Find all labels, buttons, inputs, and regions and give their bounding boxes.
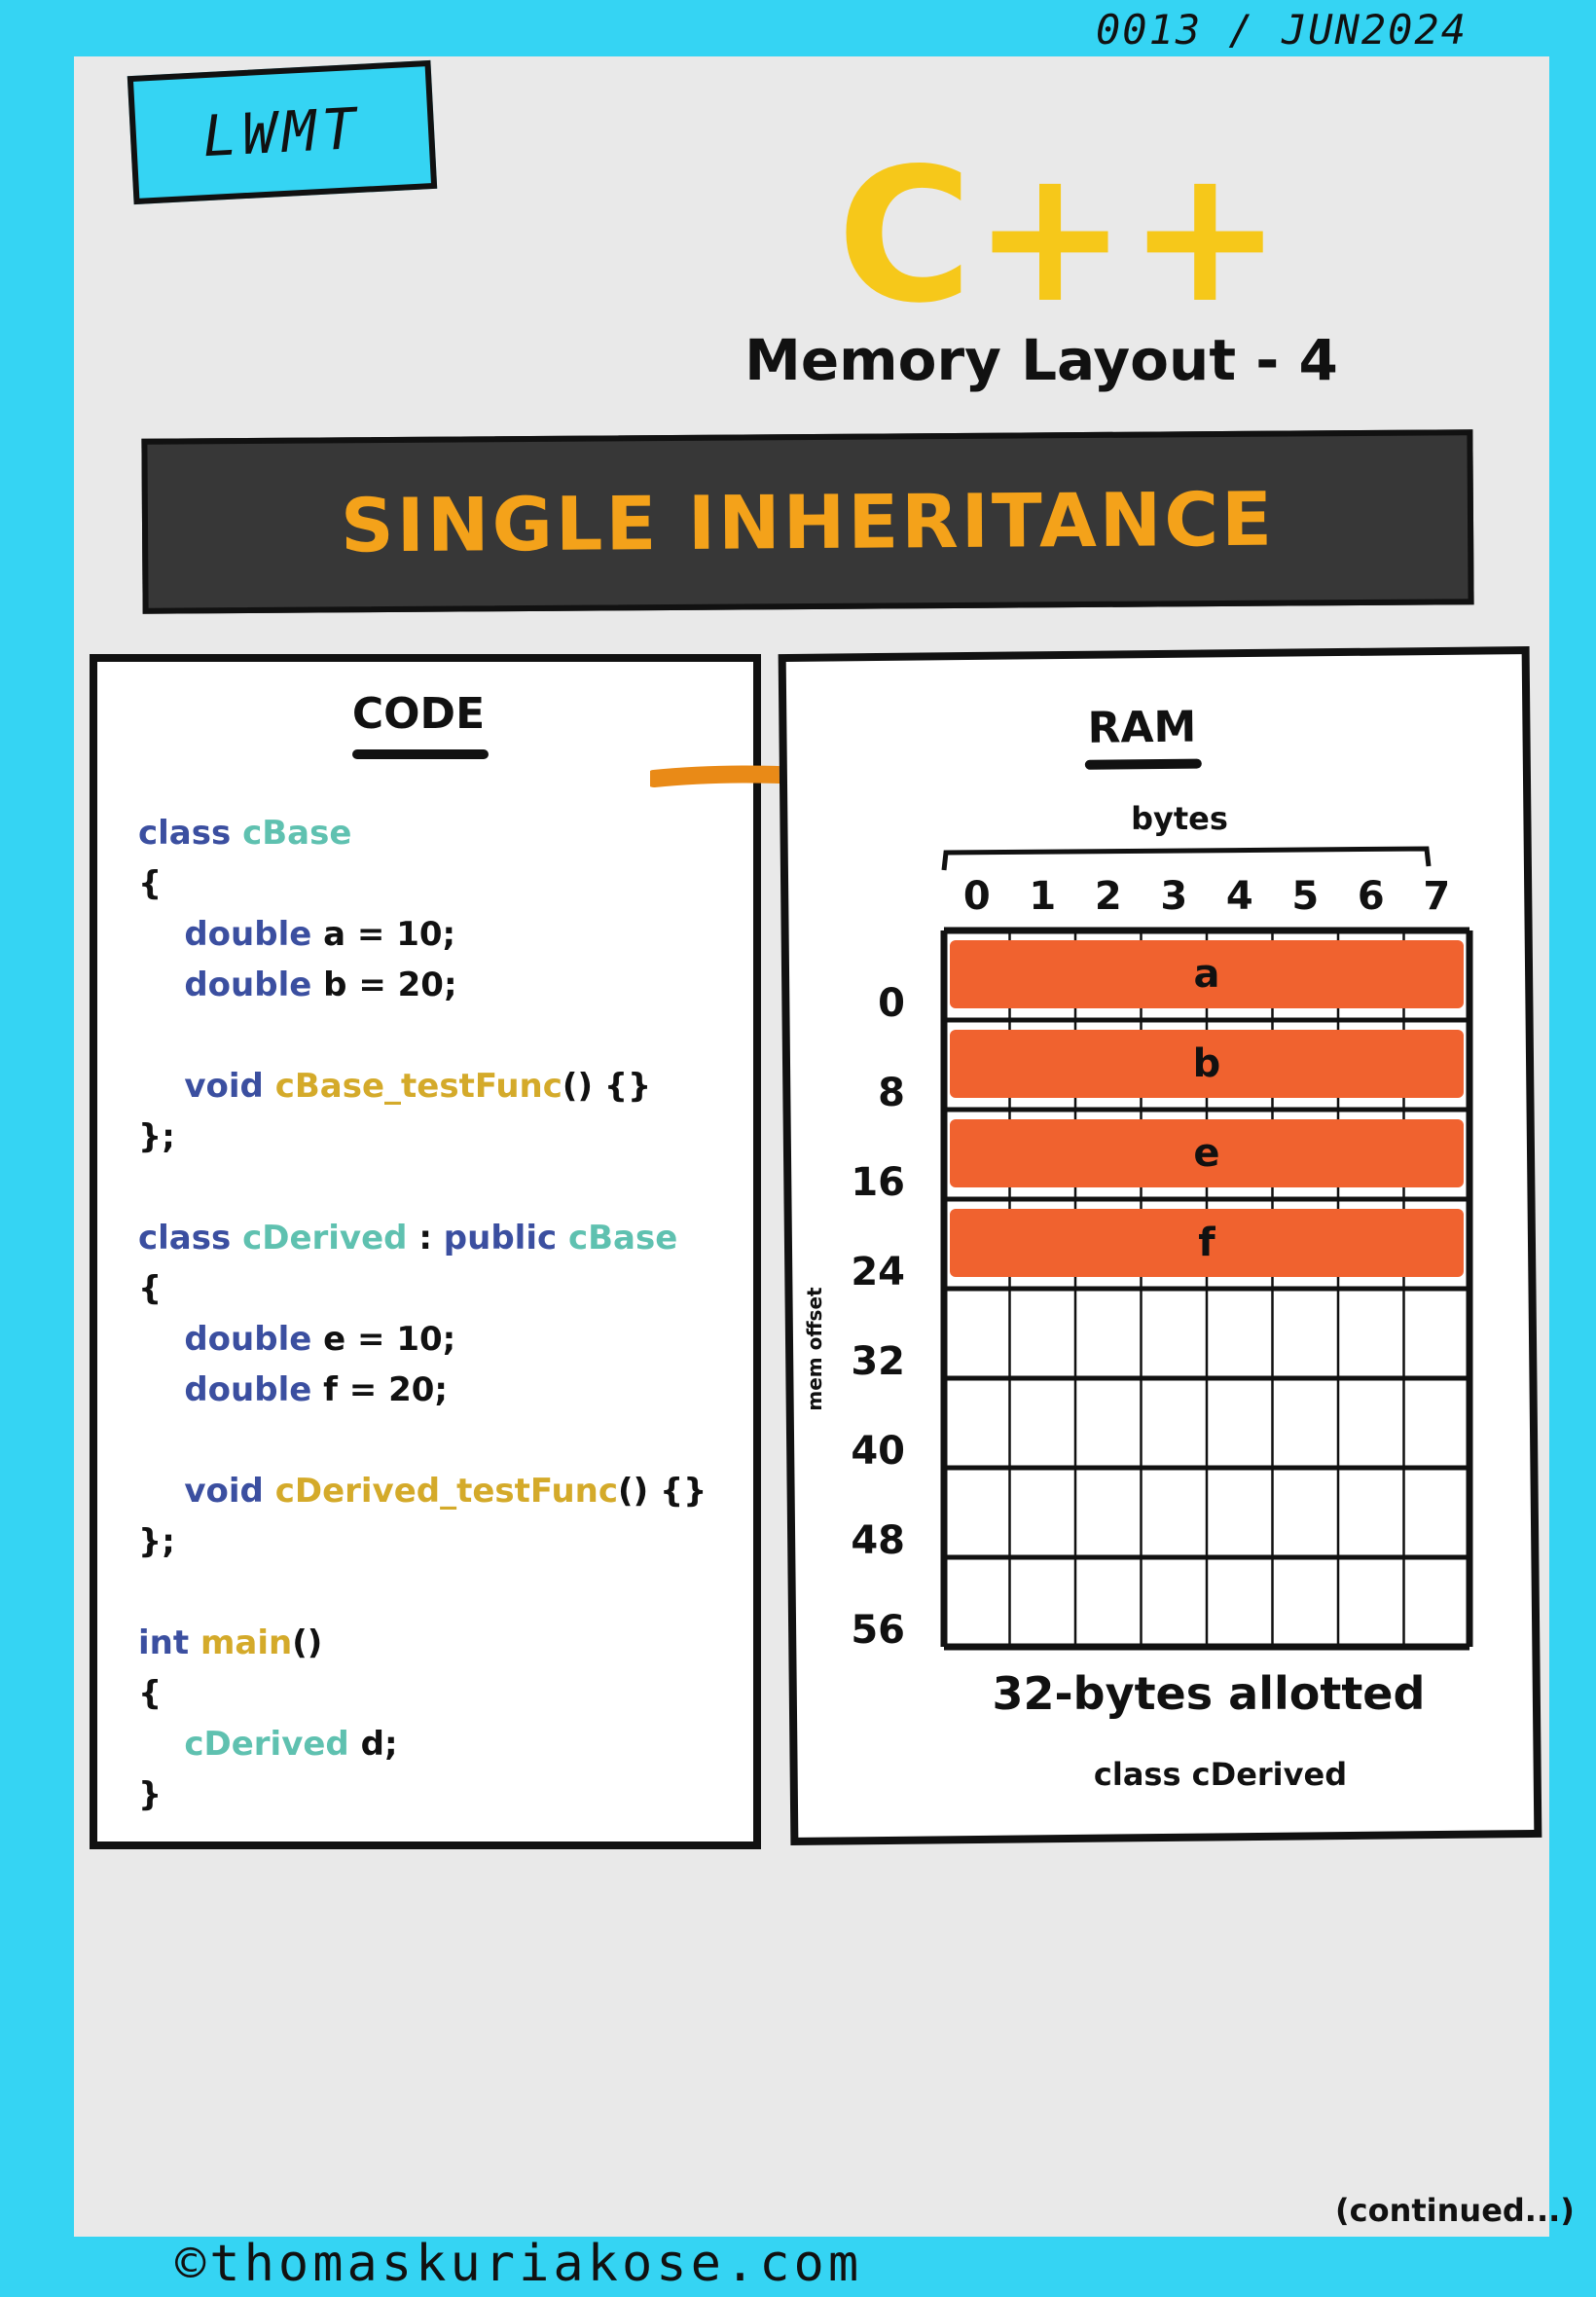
code-panel: CODE class cBase { double a = 10; double … (90, 654, 761, 1849)
code-token: cDerived (138, 1725, 361, 1764)
code-token: double (138, 966, 324, 1004)
offset-label: 48 (851, 1518, 905, 1563)
code-token: class (138, 1219, 243, 1258)
page-subtitle: Memory Layout - 4 (744, 327, 1338, 393)
class-label: class cDerived (1094, 1756, 1347, 1793)
code-token: int (138, 1623, 200, 1662)
code-token: double (138, 1320, 324, 1359)
code-line: double a = 10; (138, 909, 707, 960)
code-token: void (138, 1067, 275, 1106)
code-token: d; (360, 1725, 398, 1764)
offset-label: 24 (851, 1250, 905, 1294)
code-line: }; (138, 1112, 707, 1162)
code-line: { (138, 1668, 707, 1719)
code-token: void (138, 1472, 275, 1511)
member-bar (950, 940, 1464, 1008)
code-token: a = 10; (323, 915, 456, 954)
offset-label: 16 (851, 1160, 905, 1205)
code-line: { (138, 1263, 707, 1314)
code-token: () {} (618, 1472, 707, 1511)
member-label: e (1193, 1131, 1219, 1176)
code-line (138, 1567, 707, 1618)
member-bar (950, 1119, 1464, 1187)
byte-column-label: 1 (1029, 874, 1056, 919)
offset-label: 8 (878, 1071, 905, 1115)
byte-column-label: 6 (1358, 874, 1385, 919)
member-bar (950, 1030, 1464, 1098)
member-bar (950, 1209, 1464, 1277)
member-label: a (1194, 952, 1220, 997)
allotted-label: 32-bytes allotted (993, 1667, 1426, 1720)
byte-column-label: 7 (1423, 874, 1450, 919)
member-bars: abe f (950, 940, 1464, 1277)
code-line: { (138, 858, 707, 909)
code-token: () {} (562, 1067, 652, 1106)
code-token: { (138, 1269, 163, 1308)
code-line: double e = 10; (138, 1314, 707, 1365)
byte-column-label: 2 (1095, 874, 1122, 919)
bytes-label: bytes (1131, 800, 1228, 837)
code-line (138, 1415, 707, 1466)
code-token: public (443, 1219, 568, 1258)
continued-note: (continued...) (1335, 2192, 1575, 2229)
mem-offset-label: mem offset (804, 1287, 826, 1411)
code-line: double b = 20; (138, 960, 707, 1010)
code-line: class cDerived : public cBase (138, 1213, 707, 1263)
code-token: cBase_testFunc (274, 1067, 562, 1106)
offset-labels: 0 8 16 24 32 40 48 56 (851, 981, 905, 1653)
topic-banner: SINGLE INHERITANCE (141, 429, 1474, 614)
code-token: cDerived (242, 1219, 408, 1258)
code-line (138, 1010, 707, 1061)
code-line: void cBase_testFunc() {} (138, 1061, 707, 1112)
code-line: void cDerived_testFunc() {} (138, 1466, 707, 1516)
offset-label: 0 (878, 981, 905, 1026)
code-line: cDerived d; (138, 1719, 707, 1769)
code-title-underline (352, 749, 489, 759)
language-title: C++ (837, 128, 1283, 344)
bytes-brace (941, 846, 1432, 871)
footer-credit: ©thomaskuriakose.com (175, 2235, 863, 2293)
code-line: } (138, 1769, 707, 1820)
code-line: double f = 20; (138, 1365, 707, 1415)
code-panel-title: CODE (351, 689, 486, 739)
code-token: f = 20; (323, 1370, 449, 1409)
offset-label: 56 (851, 1608, 905, 1653)
series-badge: LWMT (127, 59, 438, 205)
issue-label: 0013 / JUN2024 (1096, 6, 1469, 54)
code-token: }; (138, 1117, 175, 1156)
code-token: () (292, 1623, 323, 1662)
code-token: { (138, 864, 163, 903)
code-token: main (200, 1623, 293, 1662)
member-label: b (1193, 1041, 1221, 1086)
code-token: double (138, 915, 324, 954)
code-line: class cBase (138, 808, 707, 858)
code-token: cDerived_testFunc (274, 1472, 619, 1511)
ram-title-underline (1084, 758, 1202, 770)
byte-column-label: 3 (1160, 874, 1187, 919)
code-line (138, 1162, 707, 1213)
byte-column-label: 5 (1291, 874, 1319, 919)
code-token: cBase (567, 1219, 678, 1258)
code-token: } (138, 1775, 163, 1814)
member-label: f (1198, 1221, 1215, 1265)
code-token: e = 10; (323, 1320, 456, 1359)
code-line: }; (138, 1516, 707, 1567)
offset-label: 32 (851, 1339, 905, 1384)
byte-column-label: 4 (1226, 874, 1253, 919)
ram-panel-title: RAM (1087, 702, 1197, 753)
code-token: class (138, 814, 243, 853)
code-token: }; (138, 1522, 175, 1561)
code-token: double (138, 1370, 324, 1409)
code-token: { (138, 1674, 163, 1713)
code-token: : (407, 1219, 444, 1258)
code-line: int main() (138, 1618, 707, 1668)
byte-column-label: 0 (963, 874, 991, 919)
code-block: class cBase { double a = 10; double b = 2… (138, 808, 707, 1820)
code-token: cBase (242, 814, 352, 853)
code-token: b = 20; (323, 966, 457, 1004)
offset-label: 40 (851, 1429, 905, 1474)
